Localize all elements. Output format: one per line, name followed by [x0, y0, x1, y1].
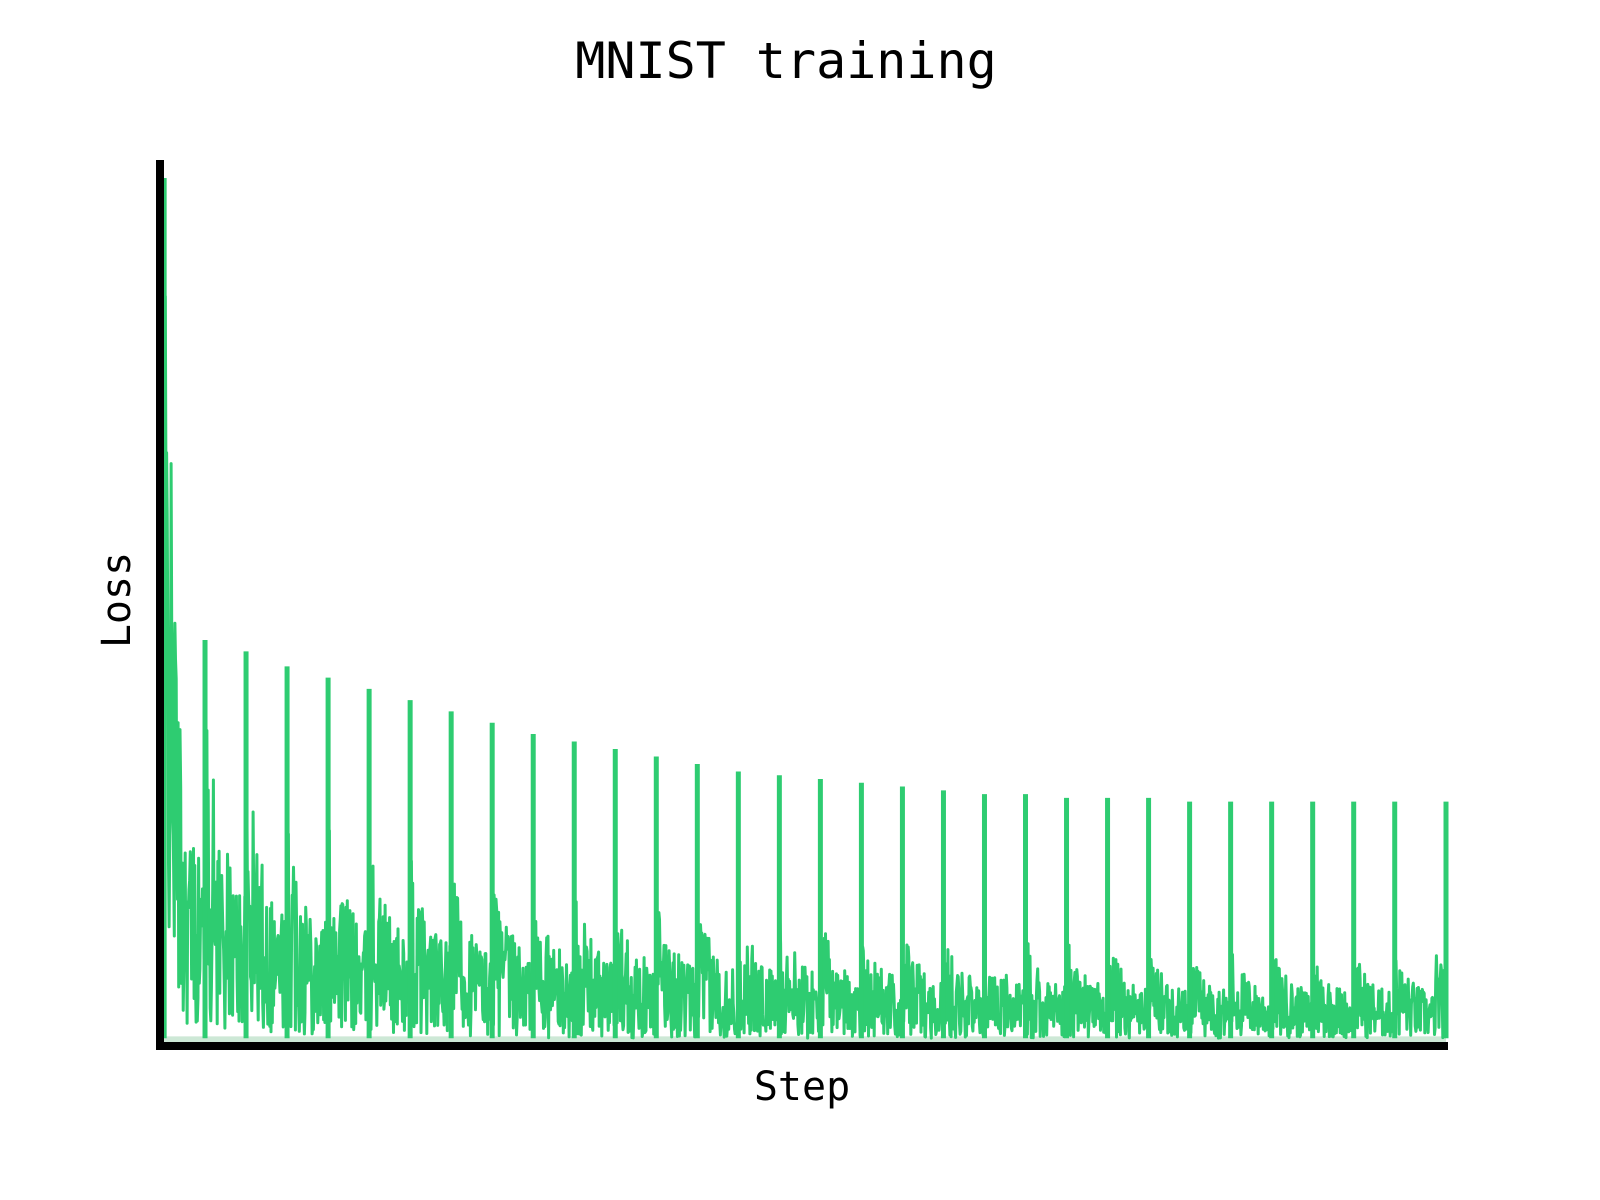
loss-series-line: [162, 295, 1448, 1040]
x-axis-label: Step: [754, 1064, 850, 1110]
loss-min-band: [164, 1036, 1446, 1042]
chart-title: MNIST training: [575, 32, 996, 90]
y-axis-label: Loss: [94, 552, 140, 648]
plot-area: [162, 178, 1449, 1042]
loss-series-layer: [162, 295, 1448, 1040]
loss-band-layer: [164, 1036, 1446, 1042]
peak-spikes-layer: [162, 178, 1449, 1039]
